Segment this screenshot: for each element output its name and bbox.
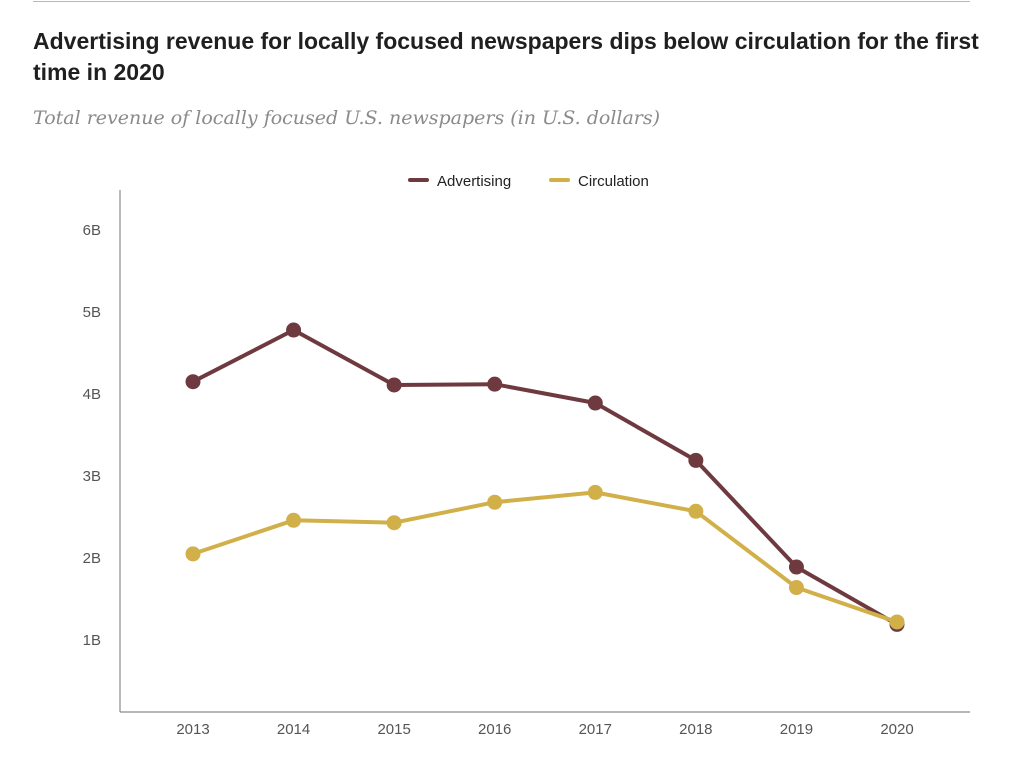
advertising-point-2018 bbox=[688, 452, 704, 468]
chart-legend: Advertising Circulation bbox=[408, 173, 649, 190]
advertising-point-2013 bbox=[185, 374, 201, 390]
legend-item-circulation: Circulation bbox=[549, 173, 649, 190]
advertising-point-2016 bbox=[487, 376, 503, 392]
legend-label: Advertising bbox=[437, 173, 511, 190]
circulation-line bbox=[191, 490, 899, 624]
legend-item-advertising: Advertising bbox=[408, 173, 511, 190]
y-tick-label: 1B bbox=[83, 632, 101, 649]
circulation-point-2020 bbox=[889, 614, 905, 630]
circulation-point-2013 bbox=[185, 546, 201, 562]
y-tick-label: 4B bbox=[83, 386, 101, 403]
circulation-point-2014 bbox=[286, 512, 302, 528]
advertising-line bbox=[191, 328, 899, 627]
circulation-point-2017 bbox=[587, 484, 603, 500]
circulation-point-2016 bbox=[487, 494, 503, 510]
circulation-point-2015 bbox=[386, 515, 402, 531]
advertising-point-2015 bbox=[386, 377, 402, 393]
x-tick-label: 2019 bbox=[780, 721, 813, 738]
x-tick-label: 2013 bbox=[176, 721, 209, 738]
advertising-point-2014 bbox=[286, 322, 302, 338]
chart-subtitle: Total revenue of locally focused U.S. ne… bbox=[33, 107, 661, 129]
x-tick-label: 2017 bbox=[579, 721, 612, 738]
series-circulation bbox=[185, 484, 905, 630]
x-tick-label: 2016 bbox=[478, 721, 511, 738]
x-tick-label: 2015 bbox=[377, 721, 410, 738]
y-tick-label: 3B bbox=[83, 468, 101, 485]
chart-title: Advertising revenue for locally focused … bbox=[33, 28, 979, 85]
x-tick-label: 2020 bbox=[880, 721, 913, 738]
circulation-point-2018 bbox=[688, 503, 704, 519]
x-tick-label: 2018 bbox=[679, 721, 712, 738]
advertising-point-2019 bbox=[788, 559, 804, 575]
x-tick-label: 2014 bbox=[277, 721, 310, 738]
advertising-point-2017 bbox=[587, 395, 603, 411]
circulation-point-2019 bbox=[788, 580, 804, 596]
top-rule bbox=[33, 1, 970, 2]
chart-axes: 1B 2B 3B 4B 5B 6B 2013 2014 2015 2016 2017 2018 2019… bbox=[83, 190, 970, 738]
y-tick-label: 6B bbox=[83, 222, 101, 239]
series-advertising bbox=[185, 322, 905, 632]
y-tick-label: 2B bbox=[83, 550, 101, 567]
y-tick-label: 5B bbox=[83, 304, 101, 321]
legend-label: Circulation bbox=[578, 173, 649, 190]
series-layer bbox=[185, 322, 905, 632]
